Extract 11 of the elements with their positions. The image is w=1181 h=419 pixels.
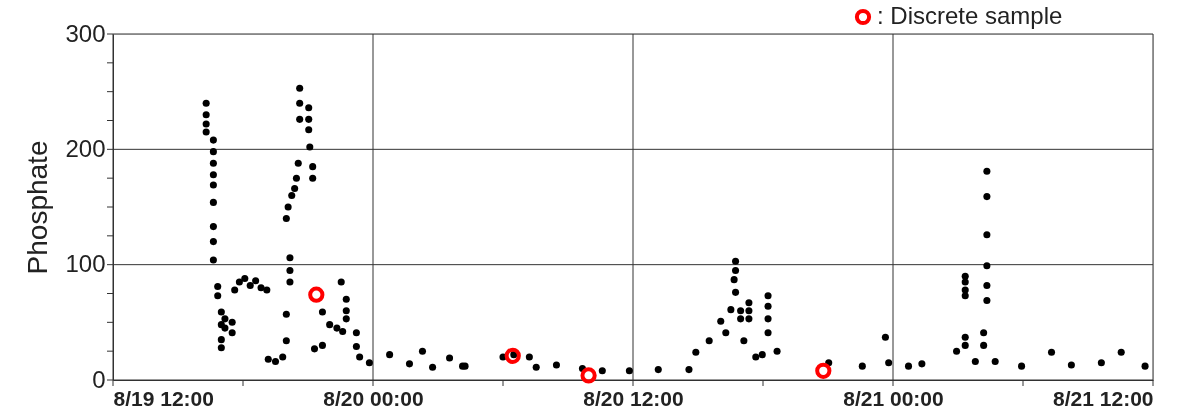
legend-label: : Discrete sample (877, 2, 1063, 29)
x-tick-label: 8/20 00:00 (323, 386, 424, 410)
y-tick-label: 100 (65, 250, 106, 278)
y-axis-title: Phosphate (22, 140, 54, 275)
x-tick-label: 8/20 12:00 (583, 386, 684, 410)
x-tick-label: 8/21 00:00 (843, 386, 944, 410)
y-tick-label: 0 (92, 365, 106, 393)
x-tick-label: 8/19 12:00 (113, 386, 214, 410)
y-tick-label: 300 (65, 19, 106, 47)
x-tick-label: 8/21 12:00 (1053, 386, 1154, 410)
y-tick-label: 200 (65, 134, 106, 162)
